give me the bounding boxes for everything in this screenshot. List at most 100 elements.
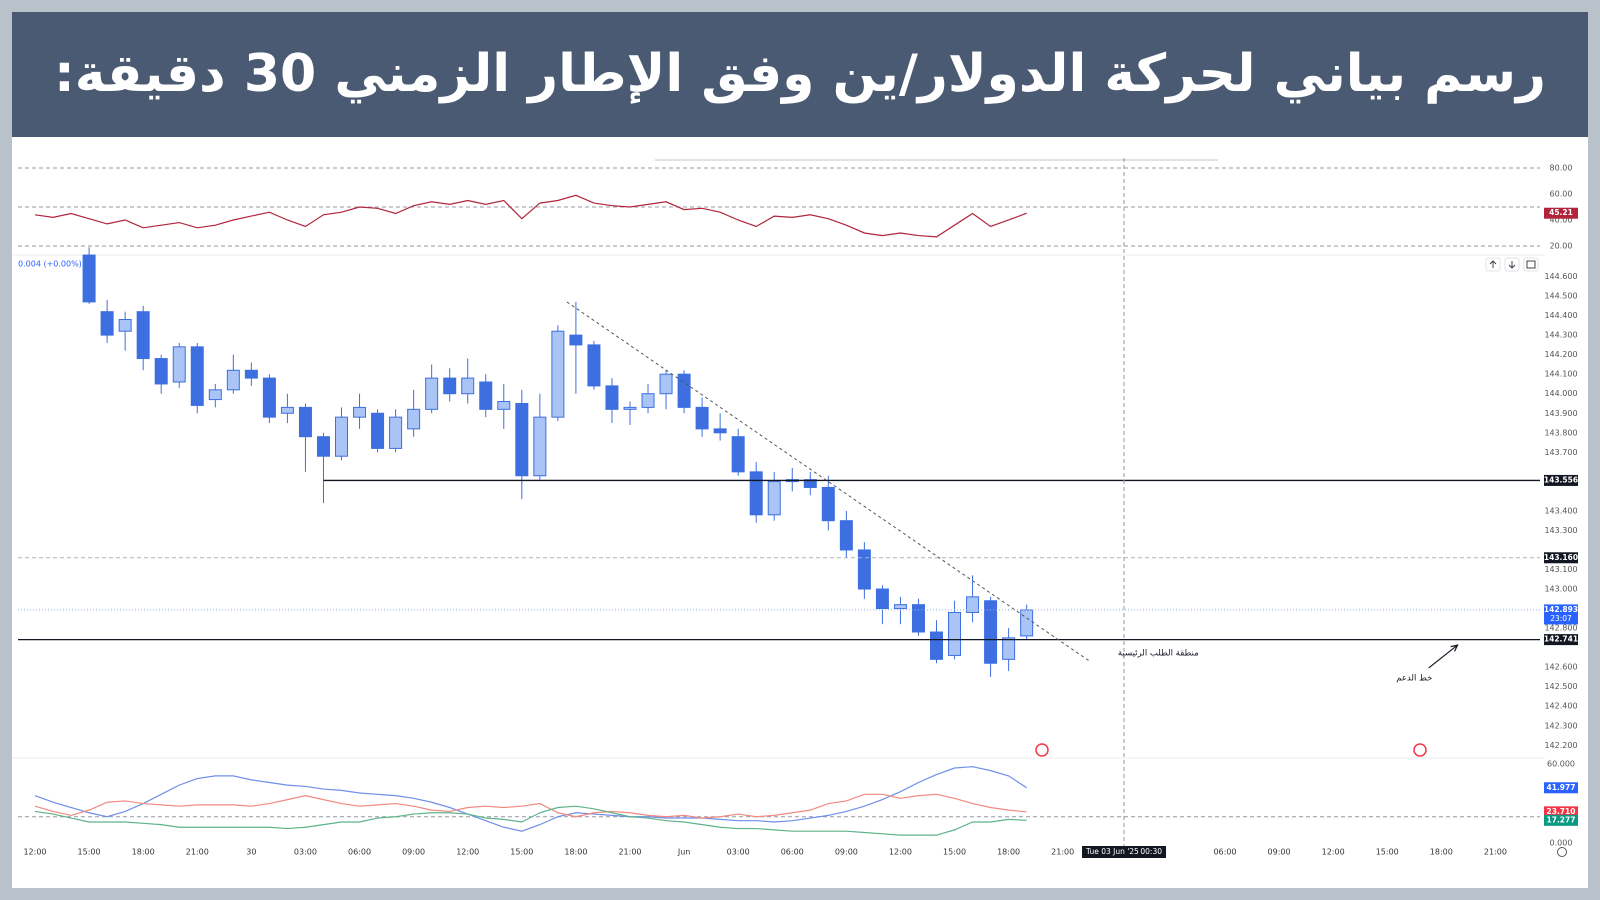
y-tick-label: 0.000 bbox=[1550, 839, 1573, 848]
crosshair-time: 00:30 bbox=[1140, 847, 1162, 856]
y-tick-label: 143.400 bbox=[1544, 506, 1577, 515]
candle-body bbox=[190, 346, 204, 406]
candle-body bbox=[767, 481, 781, 516]
candle-body bbox=[731, 436, 745, 473]
candle-body bbox=[280, 406, 294, 414]
y-tick-label: 144.200 bbox=[1544, 350, 1577, 359]
x-tick-label: 15:00 bbox=[943, 848, 966, 857]
candle-body bbox=[1002, 637, 1016, 660]
x-tick-label: 03:00 bbox=[294, 848, 317, 857]
x-tick-label: Jun bbox=[677, 848, 691, 857]
candle-body bbox=[821, 486, 835, 522]
y-tick-label: 142.400 bbox=[1544, 702, 1577, 711]
price-label: 142.893 bbox=[1544, 605, 1578, 614]
indicator-line bbox=[34, 766, 1027, 832]
y-tick-label: 60.000 bbox=[1547, 760, 1575, 769]
icon bbox=[1508, 261, 1516, 269]
x-tick-label: 21:00 bbox=[1051, 848, 1074, 857]
price-label-box bbox=[1544, 634, 1578, 646]
y-tick-label: 80.00 bbox=[1550, 164, 1573, 173]
y-tick-label: 144.400 bbox=[1544, 311, 1577, 320]
candle-body bbox=[930, 631, 943, 660]
candle-body bbox=[100, 311, 114, 336]
event-icon[interactable] bbox=[1035, 743, 1049, 757]
chart-background bbox=[12, 137, 1588, 888]
candle-body bbox=[551, 330, 565, 418]
event-flag[interactable] bbox=[1035, 743, 1427, 757]
candle-body bbox=[641, 393, 655, 408]
indicator-line bbox=[34, 805, 1027, 836]
icon bbox=[1489, 260, 1497, 268]
price-label-box bbox=[1544, 552, 1578, 564]
indicator-line bbox=[34, 194, 1027, 238]
candle-body bbox=[443, 377, 457, 395]
indicator-label-box bbox=[1544, 806, 1578, 818]
candle-body bbox=[623, 406, 637, 410]
x-tick-label: 06:00 bbox=[1213, 848, 1236, 857]
y-tick-label: 142.500 bbox=[1544, 682, 1577, 691]
annotation-arrow bbox=[1428, 644, 1459, 669]
candle-body bbox=[659, 373, 673, 395]
y-tick-label: 143.900 bbox=[1544, 409, 1577, 418]
x-tick-label: 12:00 bbox=[889, 848, 912, 857]
candle-body bbox=[154, 358, 168, 385]
event-icon[interactable] bbox=[1413, 743, 1427, 757]
candle-body bbox=[533, 416, 547, 477]
candle-body bbox=[208, 389, 222, 401]
indicator-value-label: 45.21 bbox=[1549, 208, 1573, 217]
button-maximize[interactable] bbox=[1523, 257, 1539, 272]
candle-body bbox=[389, 416, 403, 449]
price-label-box bbox=[1544, 604, 1578, 625]
price-label: 143.556 bbox=[1544, 475, 1578, 484]
candle-body bbox=[875, 588, 889, 610]
y-tick-label: 60.00 bbox=[1550, 189, 1573, 198]
x-tick-label: 15:00 bbox=[1376, 848, 1399, 857]
candle-body bbox=[172, 346, 186, 383]
candle-body bbox=[335, 416, 349, 457]
x-tick-label: 18:00 bbox=[997, 848, 1020, 857]
annotation: منطقة الطلب الرئيسية bbox=[1118, 649, 1199, 659]
candle-body bbox=[966, 596, 980, 613]
x-tick-label: 09:00 bbox=[402, 848, 425, 857]
y-tick-label: 144.000 bbox=[1544, 389, 1577, 398]
candle-body bbox=[316, 436, 330, 457]
y-tick-label: 144.100 bbox=[1544, 370, 1577, 379]
settings-icon[interactable] bbox=[1557, 847, 1567, 857]
indicator-value-label: 17.277 bbox=[1547, 815, 1576, 824]
y-tick-label: 143.300 bbox=[1544, 526, 1577, 535]
x-tick-label: 18:00 bbox=[564, 848, 587, 857]
y-tick-label: 20.00 bbox=[1550, 241, 1573, 250]
x-tick-label: 18:00 bbox=[1430, 848, 1453, 857]
trendline bbox=[566, 301, 1091, 662]
annotation: خط الدعم bbox=[1396, 674, 1432, 684]
price-label: 142.741 bbox=[1544, 635, 1578, 644]
candle-body bbox=[893, 604, 907, 610]
candle-body bbox=[118, 319, 132, 332]
pane-buttons[interactable] bbox=[1485, 257, 1539, 272]
candles bbox=[82, 247, 1034, 677]
x-tick-label: 15:00 bbox=[78, 848, 101, 857]
indicator-label-box bbox=[1544, 207, 1578, 219]
x-tick-label: 12:00 bbox=[456, 848, 479, 857]
y-tick-label: 40.00 bbox=[1550, 215, 1573, 224]
candle-body bbox=[136, 311, 150, 360]
price-label: 143.160 bbox=[1544, 553, 1578, 562]
candle-body bbox=[839, 520, 853, 551]
candle-body bbox=[857, 549, 871, 590]
x-tick-label: 30 bbox=[246, 848, 256, 857]
countdown-label: 23:07 bbox=[1550, 614, 1572, 623]
candle-body bbox=[948, 611, 962, 656]
y-tick-label: 144.600 bbox=[1544, 272, 1577, 281]
indicator-value-label: 41.977 bbox=[1547, 783, 1576, 792]
x-tick-label: 12:00 bbox=[1322, 848, 1345, 857]
y-tick-label: 144.500 bbox=[1544, 292, 1577, 301]
candle-body bbox=[515, 402, 529, 477]
y-tick-label: 142.800 bbox=[1544, 624, 1577, 633]
y-tick-label: 144.300 bbox=[1544, 331, 1577, 340]
y-tick-label: 142.300 bbox=[1544, 721, 1577, 730]
candle-body bbox=[371, 412, 385, 449]
candle-body bbox=[461, 377, 475, 395]
y-tick-label: 143.700 bbox=[1544, 448, 1577, 457]
x-tick-label: 03:00 bbox=[727, 848, 750, 857]
